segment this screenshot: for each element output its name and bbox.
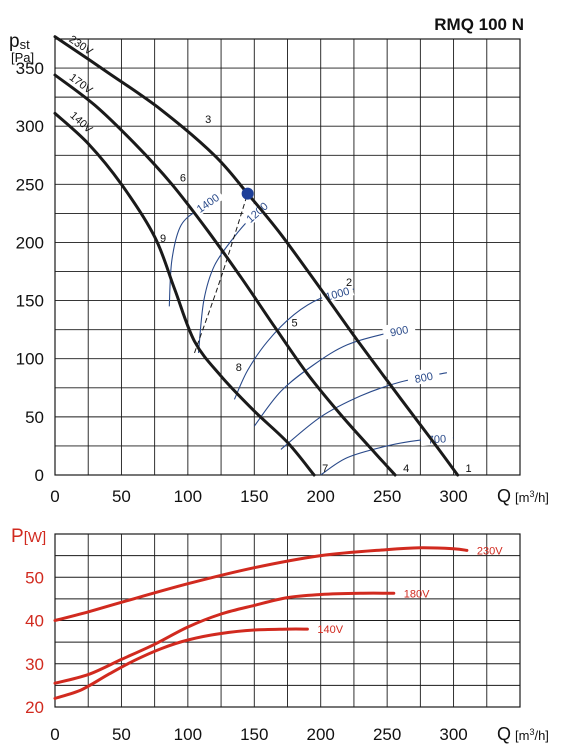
power-x-tick-label: 50 (112, 725, 131, 744)
series-label: 140V (67, 110, 95, 137)
power-x-tick-label: 250 (373, 725, 401, 744)
power-x-axis-symbol: Q (497, 724, 511, 744)
power-y-tick-label: 50 (25, 568, 44, 587)
pressure-x-unit-post: /h] (534, 490, 548, 505)
rpm-label-background (406, 366, 441, 387)
y-tick-label: 150 (16, 292, 44, 311)
power-chart: 20 30 40 50 0 50 100 150 200 250 300 230V 180V 140V… (11, 526, 549, 744)
x-tick-label: 50 (112, 487, 131, 506)
y-tick-label: 250 (16, 175, 44, 194)
pressure-chart: 0 50 100 150 200 250 300 350 0 50 100 150 200 250 300… (9, 31, 549, 506)
pressure-x-unit-pre: [m (515, 490, 529, 505)
series-230V: 230V (53, 33, 460, 477)
series-line (53, 35, 460, 477)
power-series-line (53, 627, 309, 700)
point-label-2: 2 (346, 277, 352, 289)
power-x-axis-label: Q (497, 724, 511, 744)
rpm-curve-1000: 1000 (233, 281, 355, 400)
pressure-x-axis-symbol: Q (497, 486, 511, 506)
power-x-tick-label: 200 (307, 725, 335, 744)
pressure-y-tick-labels: 0 50 100 150 200 250 300 350 (16, 59, 44, 485)
power-y-tick-label: 30 (25, 655, 44, 674)
x-tick-label: 200 (307, 487, 335, 506)
y-tick-label: 0 (35, 466, 44, 485)
power-y-axis-unit: [W] (24, 529, 47, 546)
power-series-label: 180V (404, 588, 430, 600)
point-label-5: 5 (292, 318, 298, 330)
pressure-y-axis-unit: [Pa] (11, 50, 34, 65)
rpm-label-background (190, 187, 225, 218)
power-series: 230V 180V 140V (53, 545, 503, 700)
pressure-y-axis-label: pst (9, 31, 30, 52)
point-label-9: 9 (160, 233, 166, 245)
y-tick-label: 300 (16, 117, 44, 136)
pressure-x-tick-labels: 0 50 100 150 200 250 300 (50, 487, 467, 506)
series-170V: 170V (53, 72, 397, 477)
point-label-3: 3 (205, 114, 211, 126)
power-y-axis-label: P[W] (11, 526, 46, 547)
power-x-unit-post: /h] (534, 728, 548, 743)
power-x-tick-label: 150 (240, 725, 268, 744)
x-tick-label: 300 (439, 487, 467, 506)
power-x-unit-pre: [m (515, 728, 529, 743)
rpm-label-background (381, 319, 416, 340)
power-series-label: 230V (477, 545, 503, 557)
rpm-curve-1400: 1400 (168, 187, 225, 307)
power-x-tick-labels: 0 50 100 150 200 250 300 (50, 725, 467, 744)
pressure-grid (54, 38, 521, 476)
point-label-7: 7 (322, 463, 328, 475)
power-y-tick-label: 20 (25, 698, 44, 717)
pressure-annotations: 1 2 3 4 5 6 7 8 9 (160, 114, 472, 475)
pressure-y-axis-symbol: p (9, 31, 20, 52)
x-tick-label: 250 (373, 487, 401, 506)
chart-title: RMQ 100 N (434, 15, 524, 34)
pressure-x-unit-sup: 3 (529, 489, 534, 499)
x-tick-label: 0 (50, 487, 59, 506)
power-x-tick-label: 300 (439, 725, 467, 744)
power-series-line (53, 546, 469, 622)
y-tick-label: 200 (16, 233, 44, 252)
series-line (53, 111, 316, 477)
power-x-unit-sup: 3 (529, 727, 534, 737)
power-series-230V: 230V (53, 545, 503, 622)
rpm-curve-800: 800 (280, 366, 448, 450)
pressure-x-axis-unit: [m3/h] (515, 489, 549, 505)
power-series-140V: 140V (53, 624, 344, 700)
power-grid (54, 533, 521, 708)
power-series-line (53, 591, 396, 685)
power-y-tick-label: 40 (25, 612, 44, 631)
operating-point-marker (241, 187, 254, 200)
power-y-tick-labels: 20 30 40 50 (25, 568, 44, 717)
pressure-x-axis-label: Q (497, 486, 511, 506)
rpm-curve-label: 800 (414, 371, 434, 386)
series-140V: 140V (53, 110, 316, 477)
x-tick-label: 150 (240, 487, 268, 506)
point-label-8: 8 (236, 362, 242, 374)
power-series-label: 140V (317, 624, 343, 636)
y-tick-label: 50 (25, 408, 44, 427)
rpm-curve-900: 900 (253, 319, 416, 427)
power-x-tick-label: 100 (174, 725, 202, 744)
point-label-1: 1 (466, 463, 472, 475)
rpm-label-background (239, 195, 273, 228)
y-tick-label: 100 (16, 350, 44, 369)
series-line (53, 73, 397, 477)
rpm-curve-label: 900 (389, 324, 409, 339)
power-series-180V: 180V (53, 588, 430, 685)
y-tick-label: 350 (16, 59, 44, 78)
point-label-4: 4 (403, 463, 409, 475)
rpm-curve-label: 700 (427, 433, 446, 446)
power-y-axis-symbol: P (11, 526, 24, 547)
power-x-tick-label: 0 (50, 725, 59, 744)
pressure-y-axis-subscript: st (20, 37, 31, 52)
x-tick-label: 100 (174, 487, 202, 506)
rpm-curve-line (233, 288, 355, 400)
power-x-axis-unit: [m3/h] (515, 727, 549, 743)
point-label-6: 6 (180, 172, 186, 184)
system-curve (194, 193, 249, 354)
